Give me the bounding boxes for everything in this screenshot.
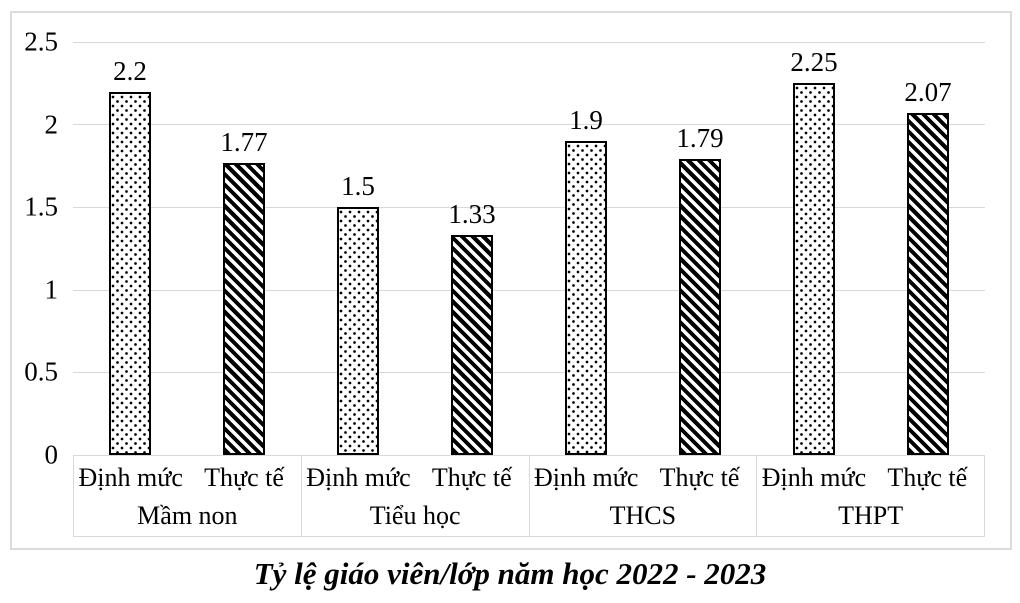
bar-value-label: 1.79 bbox=[676, 123, 724, 153]
bar-value-label: 2.07 bbox=[904, 77, 952, 107]
series-label: Định mức bbox=[761, 463, 867, 492]
bar-value-label: 1.5 bbox=[341, 171, 375, 201]
bar-0-0 bbox=[109, 92, 151, 455]
plot-area: 2.2 1.77 1.5 1.33 1.9 1.79 2.25 2.07 bbox=[73, 42, 985, 455]
bar-value-label: 1.9 bbox=[569, 105, 603, 135]
bar-value-label: 1.33 bbox=[448, 199, 496, 229]
bar-0-1 bbox=[337, 207, 379, 455]
group-label: Mầm non bbox=[137, 501, 238, 530]
series-label-row: Định mức Thực tế bbox=[302, 456, 529, 500]
bar-1-3 bbox=[907, 113, 949, 455]
series-label: Thực tế bbox=[431, 463, 512, 492]
y-tick-label: 2.5 bbox=[24, 26, 58, 57]
y-tick-label: 1.5 bbox=[24, 191, 58, 222]
y-tick-label: 2 bbox=[44, 109, 59, 140]
y-tick-label: 1 bbox=[44, 274, 59, 305]
category-group-thcs: Định mức Thực tế THCS bbox=[528, 456, 757, 536]
series-label: Định mức bbox=[534, 463, 639, 492]
bar-value-label: 2.2 bbox=[113, 56, 147, 86]
chart-frame: 2.5 2 1.5 1 0.5 0 2.2 1.77 1.5 1.33 1.9 1.79 2… bbox=[10, 11, 1012, 550]
bar-value-label: 2.25 bbox=[790, 47, 838, 77]
gridline bbox=[73, 372, 985, 373]
group-label: THPT bbox=[838, 501, 904, 530]
series-label: Định mức bbox=[306, 463, 411, 492]
bar-value-label: 1.77 bbox=[220, 127, 268, 157]
gridline bbox=[73, 207, 985, 208]
series-label-row: Định mức Thực tế bbox=[757, 456, 984, 500]
bar-1-1 bbox=[451, 235, 493, 455]
chart-title: Tỷ lệ giáo viên/lớp năm học 2022 - 2023 bbox=[253, 556, 767, 591]
series-label-row: Định mức Thực tế bbox=[74, 456, 301, 500]
bar-1-2 bbox=[679, 159, 721, 455]
series-label: Thực tế bbox=[204, 463, 284, 492]
gridline bbox=[73, 42, 985, 43]
category-group-thpt: Định mức Thực tế THPT bbox=[756, 456, 984, 536]
gridline bbox=[73, 124, 985, 125]
series-label: Thực tế bbox=[659, 463, 740, 492]
category-group-tieu-hoc: Định mức Thực tế Tiểu học bbox=[300, 456, 529, 536]
group-label: Tiểu học bbox=[369, 501, 461, 530]
series-label: Định mức bbox=[78, 463, 183, 492]
bar-1-0 bbox=[223, 163, 265, 455]
series-label: Thực tế bbox=[887, 463, 968, 492]
bar-0-2 bbox=[565, 141, 607, 455]
y-tick-label: 0 bbox=[44, 439, 59, 470]
y-tick-label: 0.5 bbox=[24, 356, 58, 387]
group-label: THCS bbox=[609, 501, 677, 530]
category-axis-table: Định mức Thực tế Mầm non Định mức Thực t… bbox=[73, 455, 985, 537]
series-label-row: Định mức Thực tế bbox=[530, 456, 757, 500]
category-group-mam-non: Định mức Thực tế Mầm non bbox=[74, 456, 301, 536]
gridline bbox=[73, 290, 985, 291]
bar-0-3 bbox=[793, 83, 835, 455]
